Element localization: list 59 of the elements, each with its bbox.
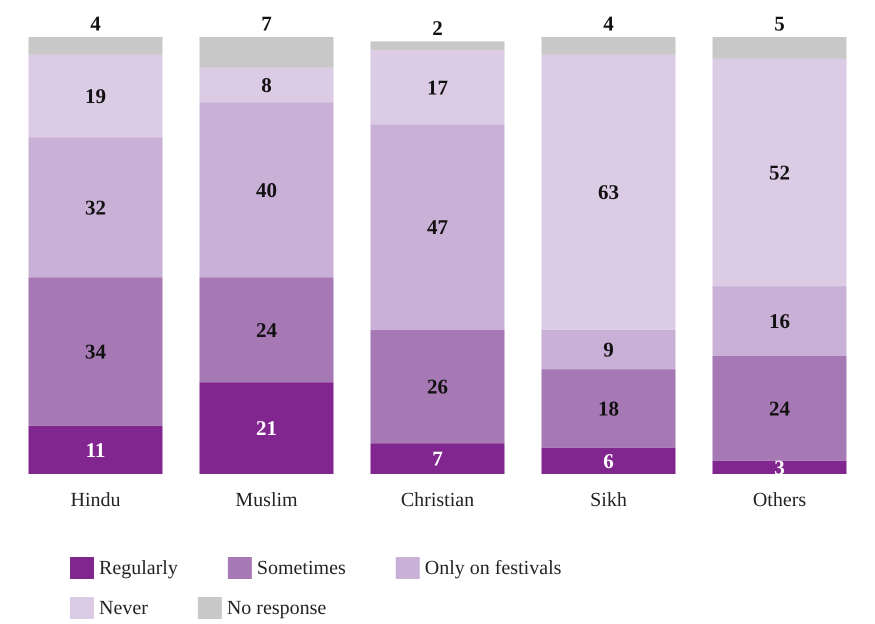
bar [200, 277, 334, 382]
legend-label: Never [99, 597, 148, 619]
bar [200, 68, 334, 103]
x-tick-label: Muslim [235, 489, 298, 511]
data-label: 24 [256, 318, 278, 342]
data-label: 17 [427, 75, 448, 100]
data-label: 4 [90, 12, 102, 36]
bar [542, 448, 676, 474]
data-label: 52 [769, 160, 790, 184]
legend-label: Sometimes [256, 557, 346, 579]
data-label: 4 [603, 12, 614, 36]
bar [370, 443, 504, 474]
bar [28, 426, 162, 474]
bar [370, 50, 504, 124]
legend-label: Only on festivals [424, 557, 562, 579]
data-label: 21 [256, 416, 277, 440]
data-label: 63 [598, 180, 619, 204]
legend-label: Regularly [99, 557, 178, 579]
x-tick-label: Others [752, 489, 806, 511]
data-label: 47 [427, 215, 448, 240]
bar [28, 54, 162, 138]
bar [200, 37, 334, 68]
data-label: 24 [769, 396, 790, 420]
data-label: 6 [603, 448, 614, 473]
data-label: 40 [256, 178, 277, 202]
data-label: 8 [261, 73, 272, 98]
bar [712, 58, 846, 286]
data-label: 19 [85, 84, 106, 108]
legend-label: No response [226, 597, 326, 619]
bar [200, 382, 334, 474]
data-label: 26 [427, 374, 448, 399]
data-label: 18 [598, 396, 619, 420]
data-label: 2 [432, 16, 443, 40]
bar [712, 356, 846, 461]
bar [542, 330, 676, 370]
x-tick-label: Hindu [70, 489, 120, 511]
bar [370, 41, 504, 50]
x-tick-label: Sikh [590, 489, 627, 511]
x-tick-label: Christian [400, 489, 474, 511]
data-label: 7 [261, 12, 272, 36]
data-label: 9 [603, 337, 614, 362]
data-label: 16 [769, 309, 790, 334]
bar [542, 369, 676, 448]
data-label: 34 [85, 340, 106, 364]
bar [200, 102, 334, 278]
bar [28, 138, 162, 278]
bar [370, 124, 504, 330]
bar [712, 460, 846, 474]
bar [370, 330, 504, 444]
bar [28, 37, 162, 54]
bar [542, 37, 676, 54]
bar [712, 286, 846, 356]
bar [28, 277, 162, 426]
data-label: 5 [774, 12, 785, 36]
data-label: 32 [85, 195, 106, 220]
bar [712, 37, 846, 59]
data-label: 11 [86, 438, 106, 462]
bar [542, 54, 676, 330]
data-label: 7 [432, 446, 443, 471]
